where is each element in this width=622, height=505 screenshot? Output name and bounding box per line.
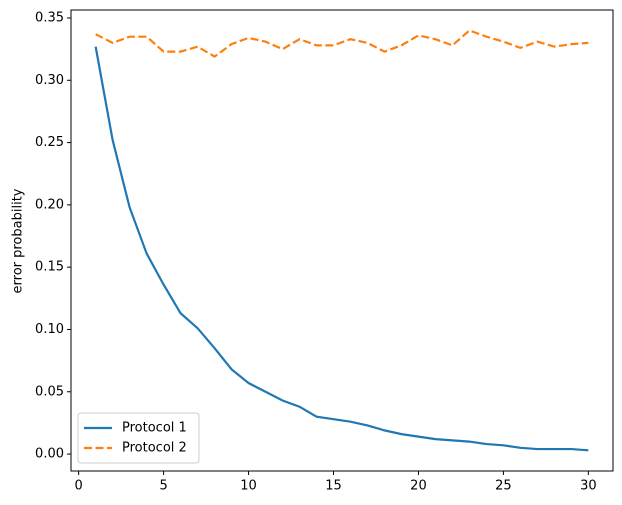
legend-label: Protocol 2 xyxy=(122,441,187,456)
y-tick-label: 0.15 xyxy=(35,260,64,275)
y-tick-label: 0.00 xyxy=(35,447,64,462)
plot-frame xyxy=(70,9,614,472)
y-tick-label: 0.05 xyxy=(35,384,64,399)
y-tick-label: 0.20 xyxy=(35,197,64,212)
y-tick-label: 0.30 xyxy=(35,73,64,88)
x-tick-label: 20 xyxy=(410,479,427,494)
y-tick-label: 0.10 xyxy=(35,322,64,337)
legend-label: Protocol 1 xyxy=(122,421,187,436)
x-tick-label: 0 xyxy=(75,479,83,494)
x-tick-label: 15 xyxy=(325,479,342,494)
y-axis-label: error probability xyxy=(11,188,26,293)
x-tick-label: 10 xyxy=(240,479,257,494)
x-tick-label: 30 xyxy=(580,479,597,494)
data-line xyxy=(95,29,589,58)
y-tick-label: 0.35 xyxy=(35,10,64,25)
legend-box xyxy=(77,412,200,464)
x-tick-label: 5 xyxy=(159,479,167,494)
data-line xyxy=(94,46,589,452)
x-tick-label: 25 xyxy=(495,479,512,494)
y-tick-label: 0.25 xyxy=(35,135,64,150)
